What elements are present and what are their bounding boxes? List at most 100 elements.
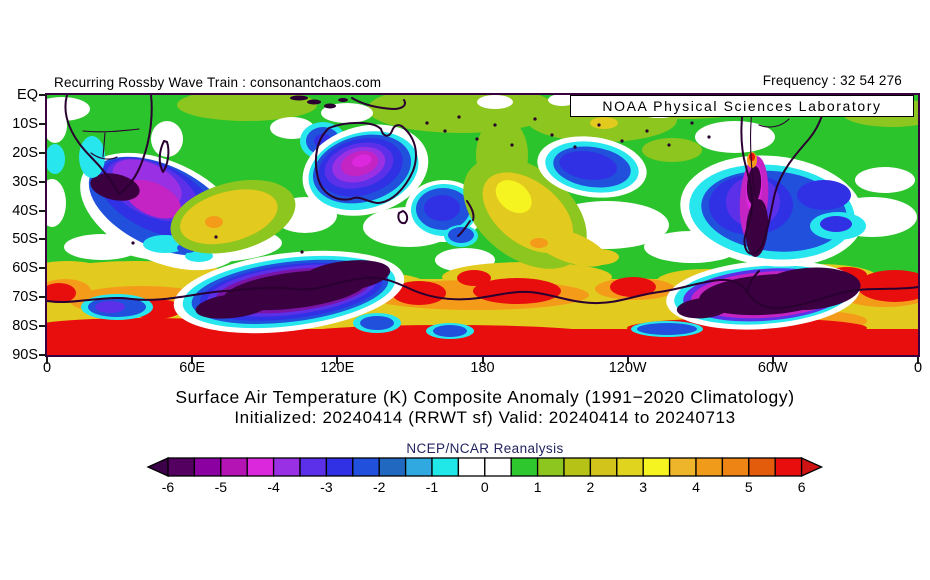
colorbar-cell — [167, 457, 196, 477]
coastline-antarctica — [47, 276, 918, 310]
australia-cold-blob — [302, 124, 429, 216]
y-axis-tick — [39, 296, 46, 299]
x-axis-label: 60E — [179, 360, 206, 376]
colorbar-cell — [457, 457, 486, 477]
x-axis-label: 120E — [320, 360, 355, 376]
y-axis-tick — [39, 122, 46, 125]
colorbar-title: NCEP/NCAR Reanalysis — [406, 441, 564, 456]
y-axis-label: 10S — [12, 115, 38, 132]
island-dots — [131, 95, 711, 254]
y-axis-label: 20S — [12, 144, 38, 161]
colorbar-cell — [404, 457, 433, 477]
colorbar-cell — [510, 457, 539, 477]
colorbar-tick-label: 4 — [692, 479, 700, 495]
colorbar-tick-label: 5 — [744, 479, 753, 495]
colorbar-cell — [589, 457, 618, 477]
y-axis-tick — [39, 267, 46, 270]
indian-ocean-warm-patch — [170, 179, 296, 254]
colorbar-tick-label: -3 — [320, 479, 333, 495]
colorbar-cell — [774, 457, 803, 477]
colorbar-tick-label: -2 — [372, 479, 386, 495]
colorbar-cell — [299, 457, 328, 477]
colorbar-cell — [220, 457, 248, 477]
colorbar-cell — [431, 457, 460, 477]
colorbar-tick-label: -6 — [161, 479, 175, 495]
y-axis-label: 80S — [12, 318, 38, 335]
x-axis-tick — [917, 357, 919, 364]
coastlines — [47, 95, 918, 310]
colorbar-cell — [272, 457, 301, 477]
coastline-new-guinea — [351, 97, 406, 110]
coastline-new-zealand — [457, 200, 475, 237]
coastline-tasmania — [397, 210, 409, 225]
y-axis-tick — [39, 151, 46, 154]
plot-subtitle: Initialized: 20240414 (RRWT sf) Valid: 2… — [234, 408, 736, 427]
colorbar-cell — [193, 457, 222, 477]
x-axis-label: 60W — [757, 360, 788, 376]
colorbar-tick-label: 6 — [797, 479, 806, 495]
colorbar-cell — [616, 457, 644, 477]
y-axis-tick — [39, 209, 46, 212]
x-axis-label: 0 — [42, 360, 52, 376]
frequency-label: Frequency : 32 54 276 — [762, 73, 902, 88]
coastline-africa — [64, 95, 153, 195]
plot-header-title: Recurring Rossby Wave Train : consonantc… — [54, 75, 382, 90]
colorbar-cell — [642, 457, 671, 477]
colorbar-right-arrow — [800, 457, 824, 477]
coastline-australia — [314, 121, 417, 204]
coastline-south-america — [740, 95, 827, 255]
x-axis-tick — [46, 357, 48, 364]
x-axis-tick — [191, 357, 194, 364]
y-axis-label: 50S — [12, 231, 38, 248]
colorbar — [146, 457, 824, 477]
y-axis-label: 90S — [12, 347, 38, 363]
y-axis-label: 30S — [12, 173, 38, 190]
colorbar-cell — [325, 457, 354, 477]
southern-ocean-cold-blob — [173, 250, 405, 334]
colorbar-cell — [563, 457, 592, 477]
noaa-credit-box: NOAA Physical Sciences Laboratory — [570, 95, 914, 117]
y-axis-tick — [39, 325, 46, 328]
x-axis-label: 120W — [608, 360, 647, 376]
colorbar-tick-label: -1 — [425, 479, 439, 495]
colorbar-tick-label: 3 — [639, 479, 648, 495]
y-axis-tick — [39, 238, 46, 241]
y-axis-label: 40S — [12, 202, 38, 219]
y-axis-tick — [39, 180, 46, 183]
antarctic-peninsula-cold-blob — [666, 260, 861, 330]
y-axis-label: 70S — [12, 289, 38, 306]
coastline-antarctic-peninsula — [746, 270, 760, 293]
colorbar-tick-label: 1 — [533, 479, 542, 495]
anomaly-map-graphic — [47, 95, 918, 355]
x-axis-label: 0 — [913, 360, 923, 376]
y-axis-label: EQ — [17, 87, 38, 103]
colorbar-cell — [748, 457, 776, 477]
colorbar-tick-label: -5 — [214, 479, 228, 495]
x-axis-tick — [336, 357, 339, 364]
map-frame: NOAA Physical Sciences Laboratory — [45, 93, 920, 357]
tasman-sea-cold-blob — [405, 180, 483, 247]
colorbar-cell — [536, 457, 565, 477]
colorbar-cell — [668, 457, 697, 477]
y-axis-tick — [39, 354, 46, 356]
colorbar-tick-label: 0 — [480, 479, 489, 495]
colorbar-tick-label: -4 — [267, 479, 280, 495]
x-axis-tick — [481, 357, 484, 364]
colorbar-cell — [695, 457, 724, 477]
plot-title: Surface Air Temperature (K) Composite An… — [175, 387, 795, 407]
x-axis-tick — [626, 357, 629, 364]
x-axis-label: 180 — [470, 360, 495, 376]
y-axis-tick — [39, 94, 46, 96]
central-pacific-cold-blob — [537, 136, 647, 198]
colorbar-cell — [246, 457, 275, 477]
colorbar-cell — [721, 457, 750, 477]
colorbar-cell — [378, 457, 407, 477]
y-axis-label: 60S — [12, 260, 38, 277]
colorbar-cell — [352, 457, 380, 477]
noaa-credit-text: NOAA Physical Sciences Laboratory — [602, 98, 882, 114]
colorbar-left-arrow — [146, 457, 169, 477]
coastline-madagascar — [158, 140, 170, 173]
colorbar-cell — [484, 457, 512, 477]
colorbar-tick-label: 2 — [586, 479, 595, 495]
